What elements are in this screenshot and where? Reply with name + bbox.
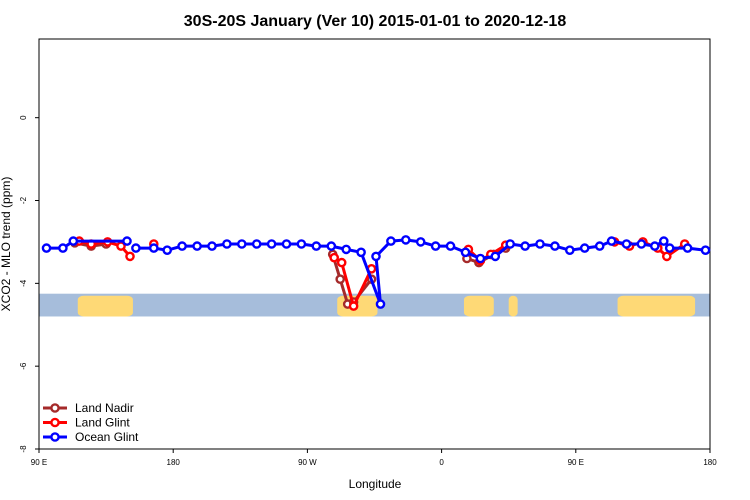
legend-label: Land Nadir	[75, 401, 134, 415]
data-point	[460, 247, 471, 258]
data-point	[341, 244, 352, 255]
series-layer	[41, 235, 711, 311]
data-point	[251, 239, 262, 249]
x-tick-label: 90 E	[31, 458, 47, 467]
y-axis: 0 -2 -4 -6 -8	[19, 115, 39, 453]
data-point	[371, 251, 381, 262]
data-point	[535, 239, 545, 249]
series-ocean-glint	[41, 235, 711, 309]
data-point	[415, 237, 426, 247]
land-patch	[77, 295, 133, 317]
data-point	[475, 253, 486, 264]
data-point	[550, 241, 560, 251]
data-point	[311, 241, 322, 251]
legend-label: Ocean Glint	[75, 430, 139, 444]
data-point	[177, 241, 187, 251]
y-tick-label: 0	[19, 115, 28, 120]
data-point	[329, 252, 340, 263]
data-point	[356, 247, 366, 258]
data-point	[326, 241, 337, 251]
y-tick-label: -8	[19, 445, 28, 453]
data-point	[222, 239, 232, 249]
data-point	[335, 274, 346, 285]
data-point	[348, 301, 359, 311]
data-point	[659, 236, 669, 246]
data-point	[621, 239, 632, 249]
x-tick-label: 180	[703, 458, 717, 467]
y-tick-label: -4	[19, 279, 28, 287]
land-patch	[617, 295, 696, 317]
x-tick-label: 180	[167, 458, 181, 467]
data-point	[505, 239, 516, 249]
data-point	[700, 245, 711, 255]
y-tick-label: -2	[19, 196, 28, 204]
data-point	[162, 245, 172, 255]
data-point	[430, 241, 441, 251]
series-line	[46, 239, 127, 250]
data-point	[148, 243, 159, 253]
data-point	[192, 241, 202, 251]
x-axis-label: Longitude	[349, 477, 402, 491]
data-point	[131, 243, 141, 253]
x-tick-label: 0	[439, 458, 444, 467]
data-point	[650, 241, 660, 251]
x-tick-label: 90 E	[568, 458, 584, 467]
legend-label: Land Glint	[75, 416, 130, 430]
data-point	[125, 251, 135, 262]
legend-marker	[50, 417, 60, 428]
data-point	[636, 239, 647, 249]
data-point	[682, 243, 693, 253]
data-point	[122, 236, 132, 246]
data-point	[207, 241, 217, 251]
data-point	[490, 251, 501, 262]
chart-title: 30S-20S January (Ver 10) 2015-01-01 to 2…	[184, 13, 567, 30]
data-point	[565, 245, 575, 255]
background-map-band	[39, 293, 710, 317]
data-point	[266, 239, 277, 249]
data-point	[445, 241, 456, 251]
data-point	[236, 239, 247, 249]
y-axis-label: XCO2 - MLO trend (ppm)	[0, 177, 13, 312]
data-point	[662, 251, 672, 262]
data-point	[58, 243, 68, 253]
data-point	[68, 236, 79, 246]
data-point	[296, 239, 307, 249]
plot-frame	[38, 38, 711, 450]
data-point	[664, 243, 675, 253]
legend-marker	[50, 403, 60, 413]
data-point	[579, 243, 590, 253]
land-patch	[508, 295, 518, 317]
data-point	[606, 236, 617, 246]
data-point	[594, 241, 605, 251]
data-point	[400, 235, 411, 245]
data-point	[386, 236, 396, 246]
data-point	[281, 239, 292, 249]
data-point	[336, 257, 347, 268]
data-point	[41, 243, 52, 253]
land-patch	[463, 295, 494, 317]
data-point	[520, 241, 530, 251]
legend-marker	[50, 432, 60, 442]
x-axis: 90 E 180 90 W 0 90 E 180	[31, 449, 717, 467]
y-tick-label: -6	[19, 362, 28, 370]
data-point	[375, 299, 386, 309]
x-tick-label: 90 W	[298, 458, 317, 467]
